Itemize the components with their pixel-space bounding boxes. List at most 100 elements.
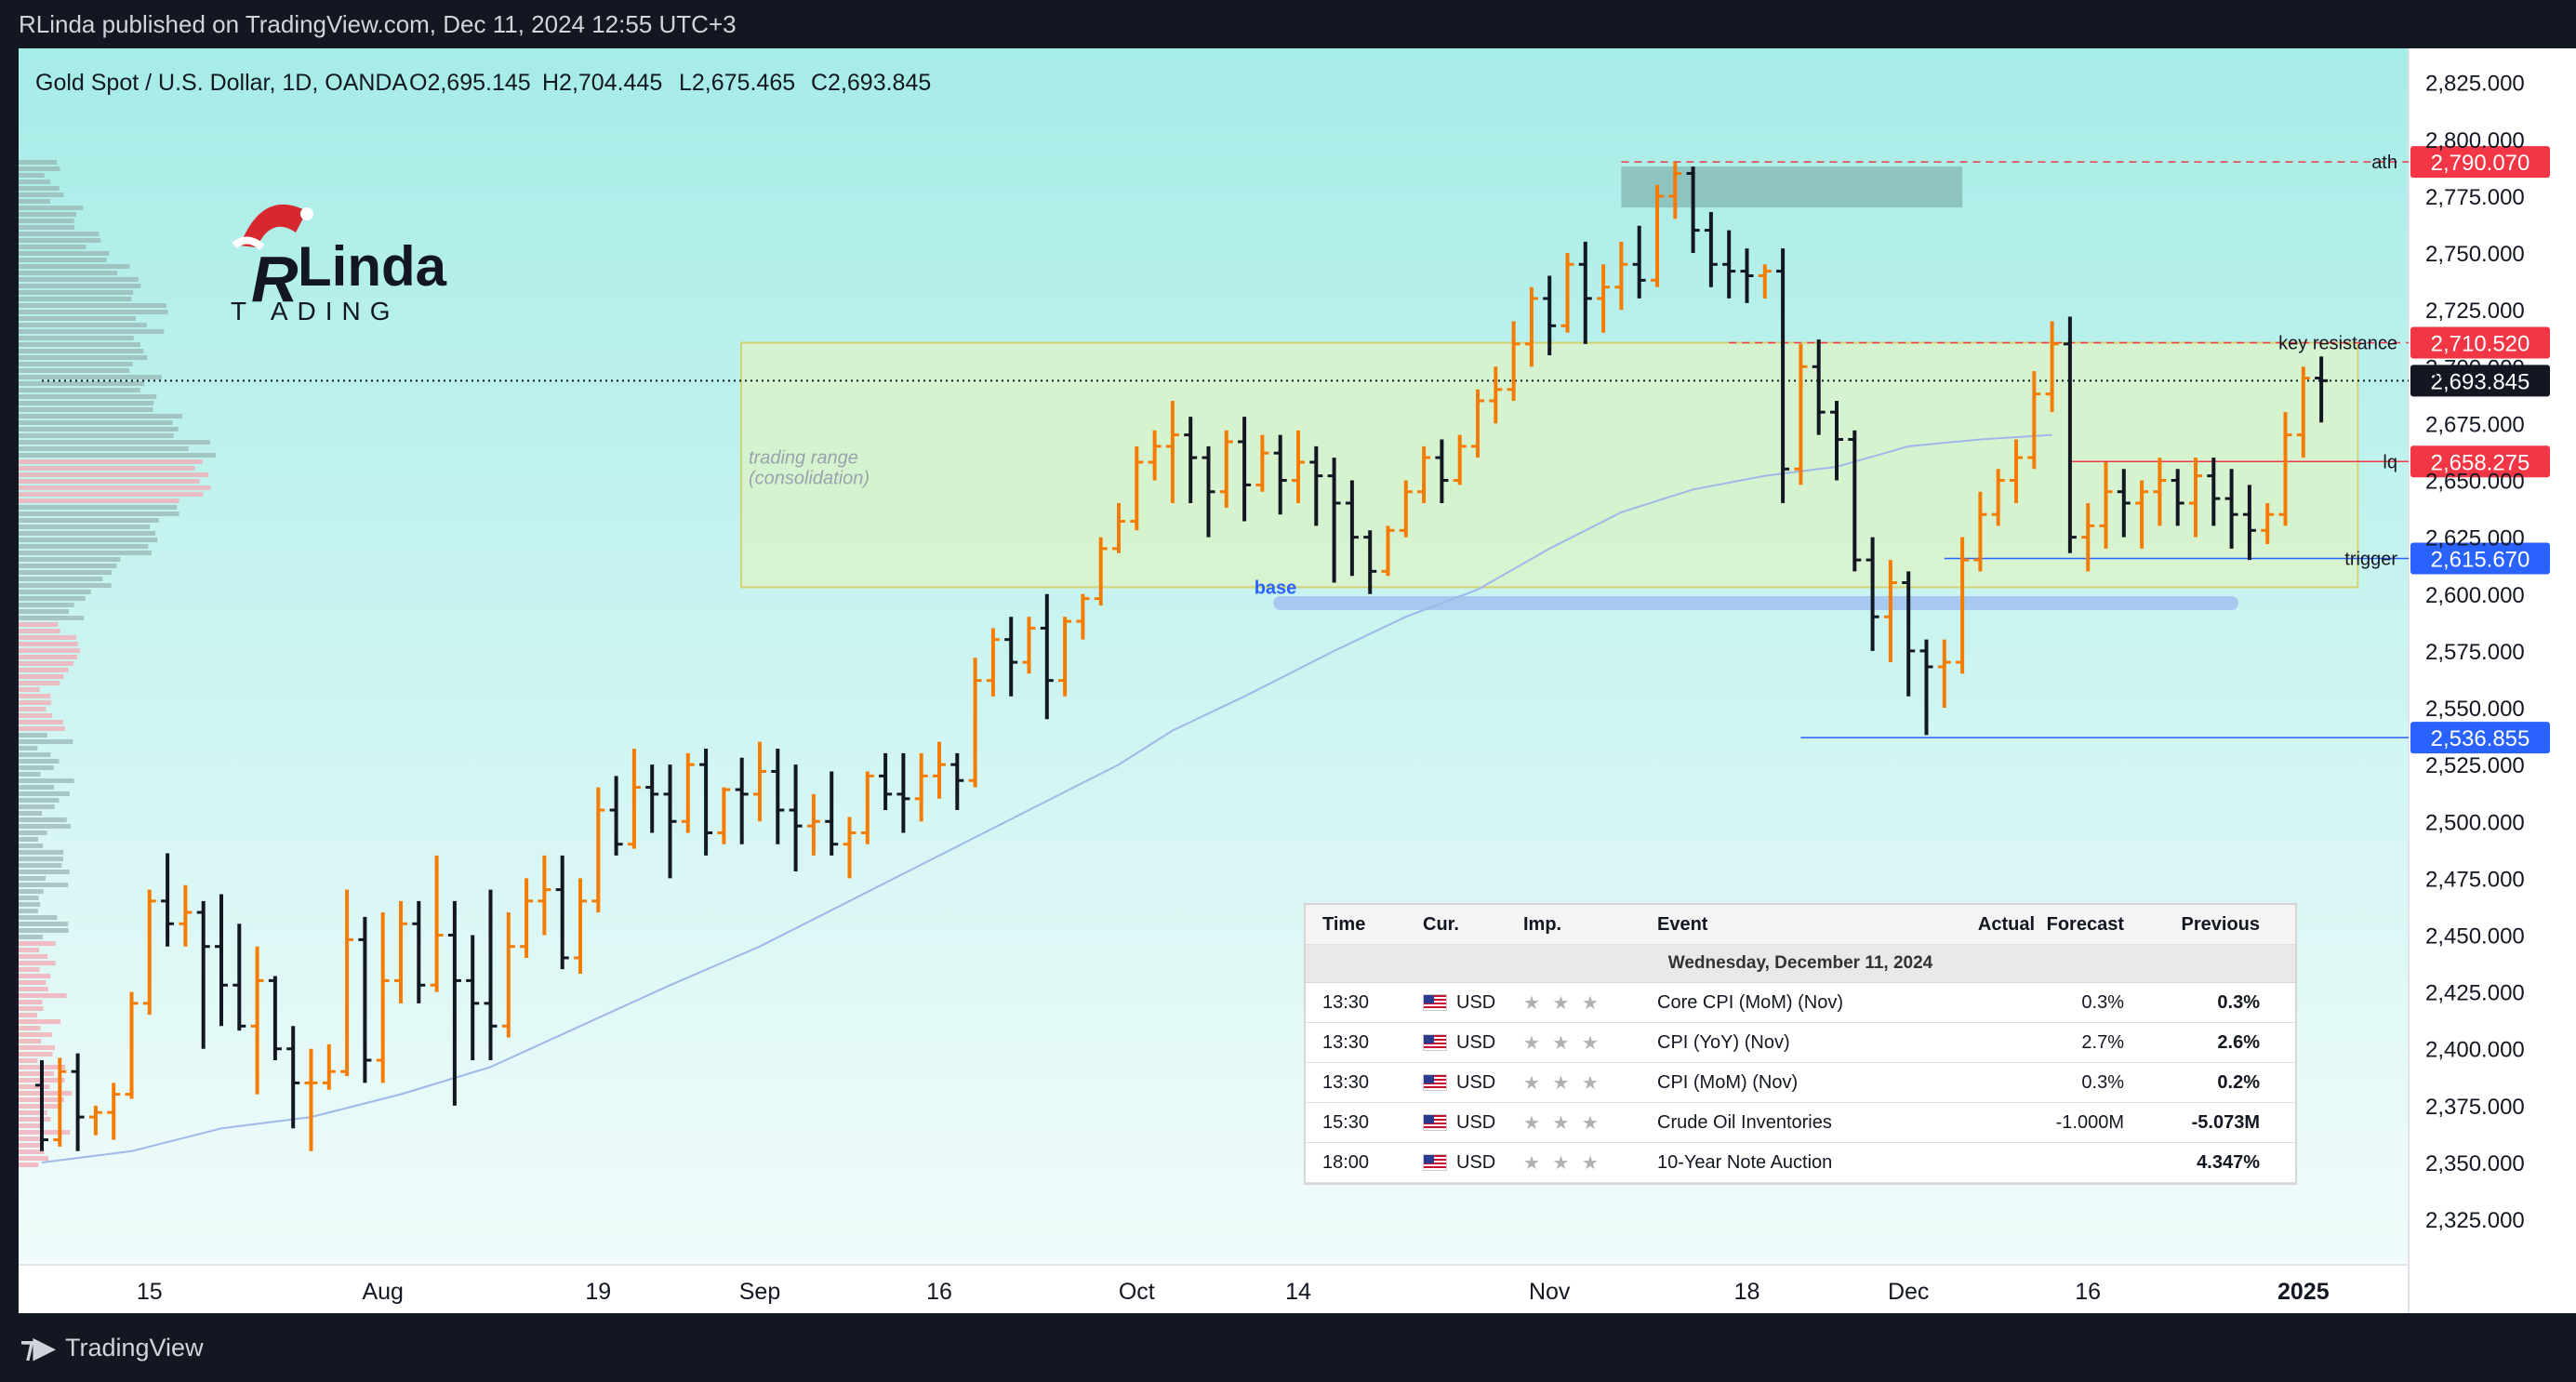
volume-profile-bar (19, 512, 179, 516)
price-chart[interactable]: trading range(consolidation) base ath 2,79… (0, 48, 2576, 1313)
ohlc-bar (286, 1026, 300, 1129)
volume-profile-bar (19, 206, 84, 210)
moving-average-layer (41, 433, 2052, 1163)
col-currency: Cur. (1423, 913, 1459, 935)
santa-hat-icon (240, 204, 307, 247)
volume-profile-bar (19, 401, 154, 405)
ohlc-bar (142, 889, 156, 1016)
event-forecast: -1.000M (2055, 1111, 2124, 1133)
y-tick-label: 2,750.000 (2425, 242, 2525, 267)
event-currency: USD (1423, 1112, 1523, 1134)
ohlc-readout: O2,695.145 H2,704.445 L2,675.465 C2,693.… (409, 70, 931, 96)
ohlc-bar (1309, 445, 1323, 526)
volume-profile-bar (19, 492, 204, 497)
volume-profile-bar (19, 433, 174, 438)
volume-profile-bar (19, 616, 85, 620)
volume-profile-bar (19, 785, 55, 790)
ohlc-bar (1165, 400, 1179, 503)
y-tick-label: 2,550.000 (2425, 697, 2525, 722)
volume-profile-bar (19, 186, 60, 191)
ohlc-bar (447, 900, 461, 1106)
ohlc-bar (1202, 445, 1215, 538)
ohlc-bar (358, 916, 372, 1083)
ohlc-bar (1973, 491, 1987, 572)
ohlc-bar (1597, 264, 1611, 333)
ohlc-bar (53, 1057, 67, 1147)
ohlc-bar (1812, 339, 1826, 435)
volume-profile-bar (19, 857, 63, 861)
ohlc-bar (412, 900, 426, 1003)
y-tick-label: 2,825.000 (2425, 72, 2525, 97)
ohlc-bar (986, 628, 1000, 697)
footer-brand[interactable]: TradingView (64, 1333, 204, 1362)
volume-profile-bar (19, 323, 147, 327)
volume-profile-bar (19, 1123, 41, 1128)
volume-profile-bar (19, 804, 55, 809)
ohlc-bar (520, 878, 534, 958)
ohlc-bar (2045, 321, 2059, 413)
price-axis[interactable]: 2,825.000 2,800.000 2,775.000 2,750.000 2,72… (2425, 72, 2525, 1233)
ohlc-bar (1435, 439, 1449, 503)
volume-profile-bar (19, 609, 69, 614)
currency-code: USD (1456, 991, 1496, 1013)
volume-profile-bar (19, 746, 38, 751)
x-tick-label: 15 (137, 1279, 163, 1305)
y-tick-label: 2,525.000 (2425, 753, 2525, 778)
volume-profile-bar (19, 765, 54, 770)
levels-layer: ath 2,790.070 key resistance 2,710.520 2,693… (42, 146, 2550, 754)
ohlc-bar (1327, 458, 1341, 583)
ohlc-open: O2,695.145 (409, 70, 531, 96)
volume-profile-bar (19, 883, 69, 887)
ohlc-bar (215, 894, 228, 1027)
volume-profile-bar (19, 811, 43, 816)
volume-profile-bar (19, 362, 133, 366)
event-name: Crude Oil Inventories (1657, 1111, 1832, 1133)
volume-profile-bar (19, 681, 60, 685)
volume-profile-bar (19, 700, 52, 705)
ohlc-bar (466, 935, 480, 1060)
col-previous: Previous (2181, 913, 2260, 935)
volume-profile-bar (19, 583, 112, 588)
ohlc-bar (1524, 286, 1538, 367)
ohlc-bar (88, 1105, 102, 1136)
x-tick-label: Oct (1119, 1279, 1155, 1305)
volume-profile-bar (19, 1143, 40, 1148)
calendar-row[interactable]: 15:30 USD ★ ★ ★ Crude Oil Inventories -1.000… (1306, 1103, 2295, 1143)
volume-profile-bar (19, 173, 45, 178)
y-tick-label: 2,650.000 (2425, 470, 2525, 495)
event-previous: 0.2% (2217, 1071, 2260, 1093)
volume-profile-bar (19, 844, 44, 848)
volume-profile-bar (19, 407, 153, 412)
ohlc-bar (843, 817, 856, 879)
volume-profile-bar (19, 551, 152, 555)
time-axis[interactable]: 15 Aug 19 Sep 16 Oct 14 Nov 18 Dec 16 2025 (137, 1279, 2330, 1305)
ohlc-bar (125, 991, 139, 1099)
ohlc-bar (1094, 537, 1108, 605)
x-tick-label: 19 (585, 1279, 611, 1305)
volume-profile-bar (19, 635, 77, 640)
ohlc-bar (645, 764, 659, 833)
volume-profile-bar (19, 1130, 71, 1135)
volume-profile-bar (19, 557, 121, 562)
volume-profile-bar (19, 232, 100, 236)
ohlc-bar (1076, 593, 1090, 640)
calendar-row[interactable]: 18:00 USD ★ ★ ★ 10-Year Note Auction 4.347% (1306, 1143, 2295, 1183)
ohlc-bar (825, 771, 839, 856)
calendar-row[interactable]: 13:30 USD ★ ★ ★ CPI (MoM) (Nov) 0.3% 0.2% (1306, 1063, 2295, 1103)
calendar-row[interactable]: 13:30 USD ★ ★ ★ Core CPI (MoM) (Nov) 0.3% 0.3… (1306, 983, 2295, 1023)
volume-profile-bar (19, 564, 117, 568)
volume-profile-bar (19, 251, 110, 256)
ohlc-bar (1578, 241, 1592, 344)
volume-profile-bar (19, 831, 47, 835)
ohlc-bar (2171, 469, 2184, 526)
volume-profile-bar (19, 505, 178, 510)
volume-profile-bar (19, 674, 64, 679)
ohlc-bar (1560, 253, 1574, 333)
us-flag-icon (1423, 1154, 1447, 1171)
calendar-row[interactable]: 13:30 USD ★ ★ ★ CPI (YoY) (Nov) 2.7% 2.6% (1306, 1023, 2295, 1063)
volume-profile-bar (19, 752, 51, 757)
volume-profile-bar (19, 1071, 55, 1076)
tradingview-logo-icon[interactable]: ⁊▶ (20, 1332, 55, 1363)
volume-profile-bar (19, 1117, 51, 1122)
x-tick-label: 16 (2075, 1279, 2101, 1305)
